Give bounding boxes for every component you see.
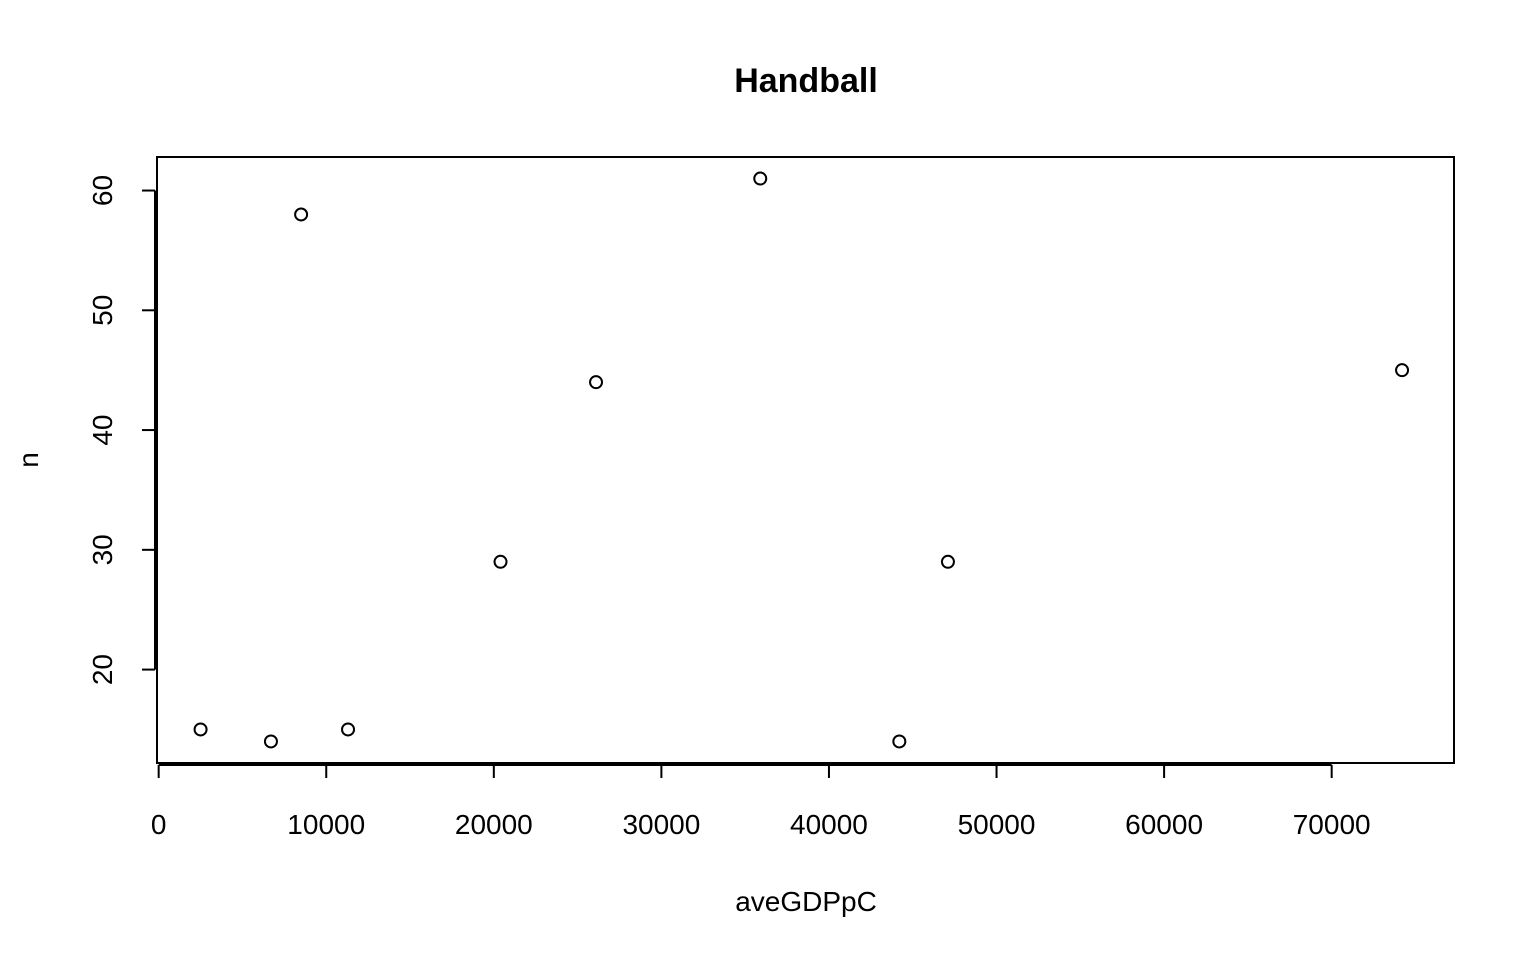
x-tick-label: 0 — [151, 809, 167, 840]
y-tick-label: 20 — [87, 654, 118, 685]
y-tick-label: 60 — [87, 175, 118, 206]
data-point — [940, 554, 955, 569]
data-point — [294, 207, 309, 222]
y-axis-label: n — [13, 452, 44, 468]
x-axis: 0 10000 20000 30000 40000 50000 60000 70000 — [151, 764, 1371, 840]
chart-title: Handball — [734, 62, 878, 100]
x-tick-label: 20000 — [455, 809, 533, 840]
y-tick-label: 40 — [87, 414, 118, 445]
data-point — [341, 722, 356, 737]
data-points — [193, 171, 1410, 749]
y-tick-label: 30 — [87, 534, 118, 565]
data-point — [1395, 363, 1410, 378]
x-tick-label: 30000 — [622, 809, 700, 840]
x-axis-label: aveGDPpC — [735, 886, 877, 917]
x-tick-label: 60000 — [1125, 809, 1203, 840]
x-tick-label: 10000 — [287, 809, 365, 840]
y-tick-label: 50 — [87, 295, 118, 326]
data-point — [892, 734, 907, 749]
data-point — [263, 734, 278, 749]
y-axis: 20 30 40 50 60 — [87, 175, 156, 685]
data-point — [493, 554, 508, 569]
data-point — [193, 722, 208, 737]
x-tick-label: 40000 — [790, 809, 868, 840]
x-tick-label: 50000 — [958, 809, 1036, 840]
x-tick-label: 70000 — [1293, 809, 1371, 840]
plot-frame — [156, 156, 1455, 764]
data-point — [589, 375, 604, 390]
data-point — [753, 171, 768, 186]
